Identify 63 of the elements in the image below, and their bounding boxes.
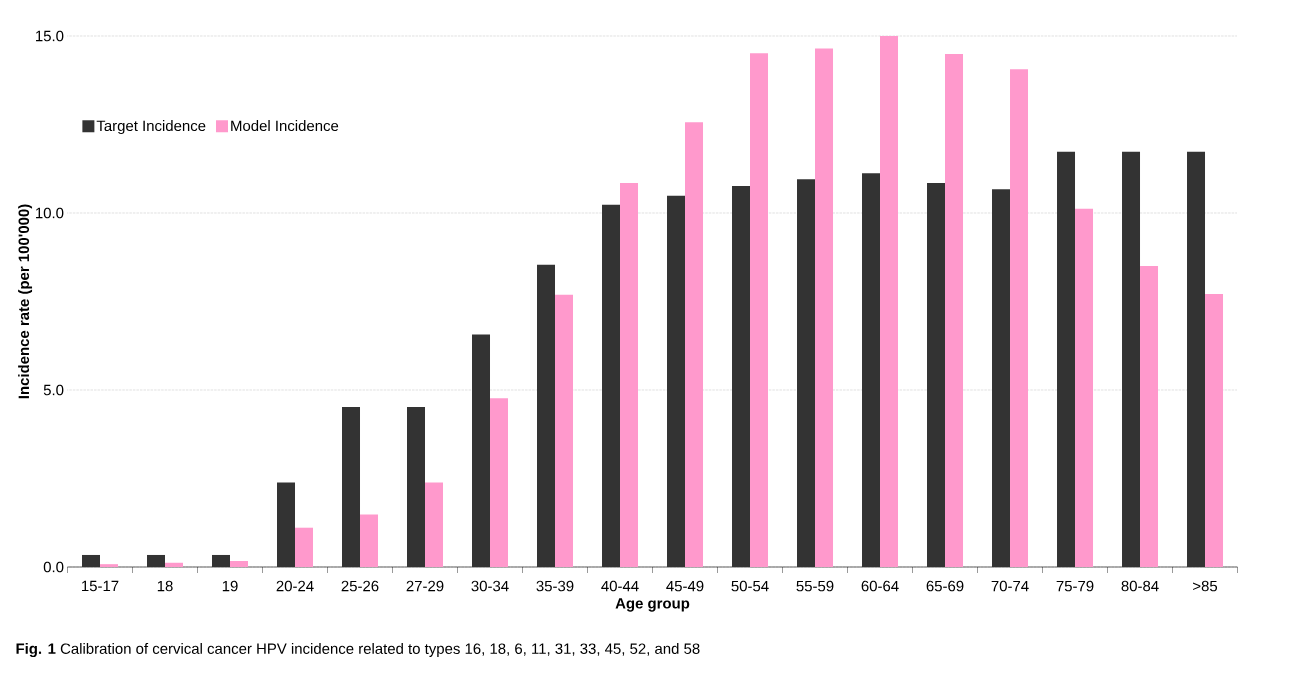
bar [1122,151,1141,567]
bar [472,334,490,567]
x-tick-label: 18 [157,580,173,592]
x-axis-title: Age group [615,598,690,612]
bar [425,482,443,567]
x-tick-label: 35-39 [536,580,574,592]
bar [602,204,621,567]
x-tick-label: 19 [222,580,238,592]
x-tick-label: 80-84 [1121,580,1159,592]
bar [555,294,573,567]
x-tick-label: 75-79 [1056,580,1094,592]
x-tick-label: 45-49 [666,580,704,592]
bar [212,554,230,567]
bar [620,182,639,567]
legend-label: Target Incidence [96,120,206,135]
legend-label: Model Incidence [231,120,339,132]
bar [880,35,899,567]
bar [490,398,508,567]
y-tick-label: 5.0 [43,384,64,396]
bar [1205,294,1224,567]
bar [1057,151,1076,567]
x-tick-label: 55-59 [796,580,834,592]
bar [1010,69,1029,567]
bar [1187,151,1206,567]
y-tick-label: 10.0 [36,207,64,219]
x-tick-label: 65-69 [926,580,964,592]
x-tick-label: 25-26 [341,580,379,592]
bar [360,514,378,567]
x-tick-label: 15-17 [82,580,119,592]
text: Fig. 1 Calibration of cervical cancer HPV incidence related to types 16, 18, 6, 11, 31, 33, 45, 52, and 58 [16,643,700,657]
bar [815,48,834,567]
bar [407,406,425,567]
x-tick-label: 20-24 [276,580,314,592]
bar [277,482,295,567]
x-tick-label: >85 [1193,580,1218,592]
x-tick-label: 27-29 [406,580,444,592]
bar [1075,208,1094,567]
bar [165,562,183,567]
bar [295,527,313,567]
y-tick-label: 0.0 [43,561,64,573]
x-tick-label: 70-74 [991,580,1029,592]
bar [147,554,165,567]
bar [797,179,816,567]
y-axis-title: Incidence rate (per 100'000) [18,204,33,399]
bar [732,186,751,567]
bar [230,560,248,567]
x-tick-label: 60-64 [861,580,899,592]
y-tick-label: 15.0 [36,30,64,42]
x-tick-label: 50-54 [731,580,769,592]
bar [685,122,704,567]
x-tick-label: 30-34 [471,580,509,592]
bar [1140,266,1159,567]
bar [342,406,360,567]
bar [667,195,686,567]
bar [927,182,946,567]
bar [750,53,769,567]
bar [992,189,1011,567]
bar [537,264,555,567]
x-tick-label: 40-44 [601,580,639,592]
bar [945,54,964,567]
bar [82,554,100,567]
bar [862,173,881,567]
bar [100,564,118,567]
